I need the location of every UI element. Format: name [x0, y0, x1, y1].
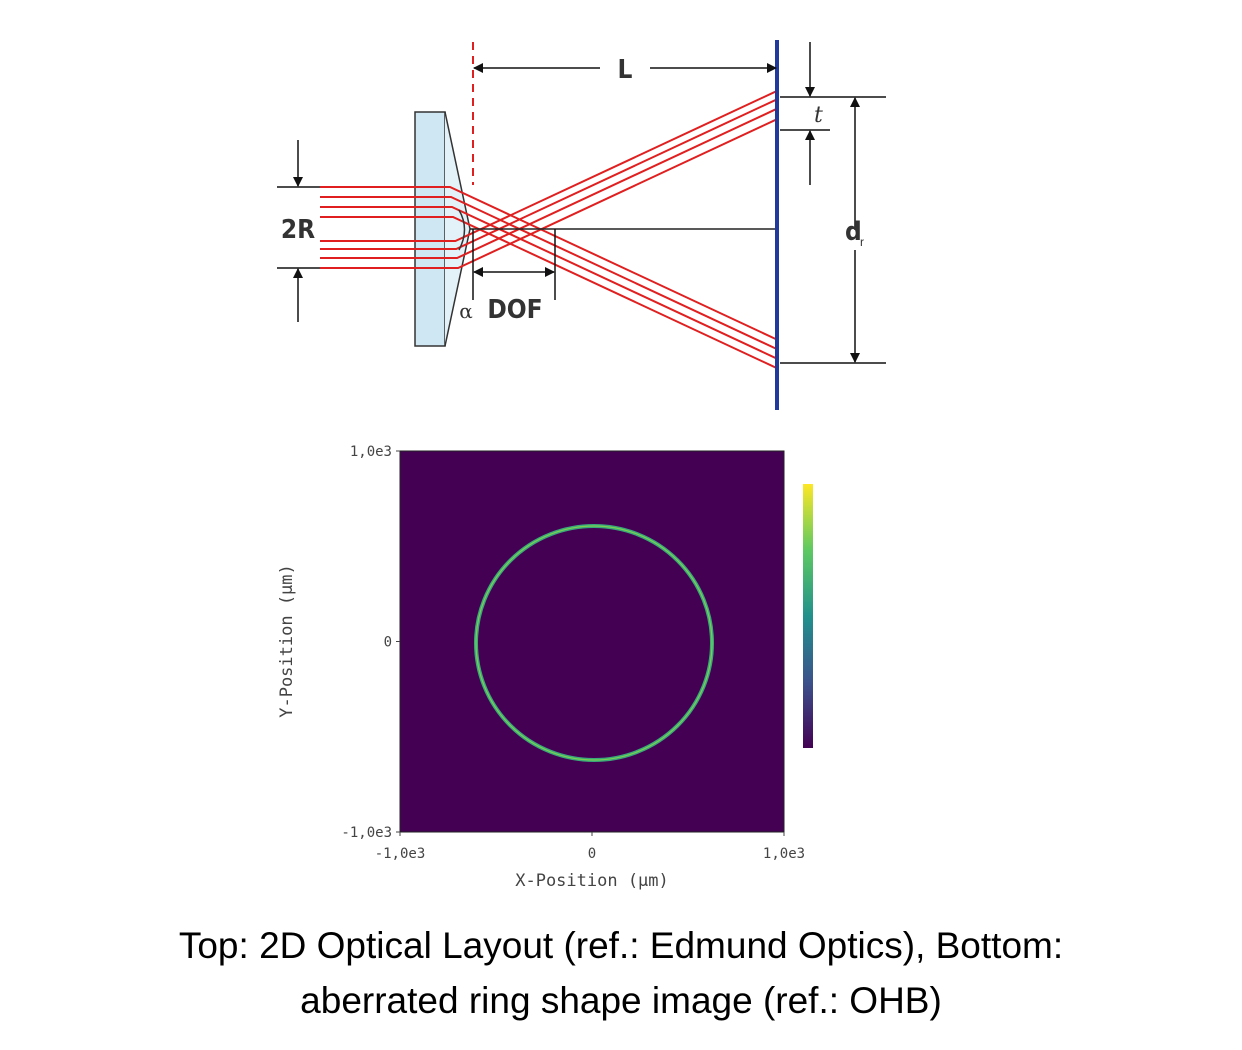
ray: [320, 186, 778, 341]
ray: [320, 98, 778, 250]
label-l: L: [618, 55, 633, 85]
caption-line: aberrated ring shape image (ref.: OHB): [300, 980, 942, 1021]
colorbar: [803, 484, 813, 748]
label-dof: DOF: [487, 295, 542, 325]
angle-arc: [458, 209, 466, 251]
y-tick-label: 0: [384, 635, 392, 651]
ring-core: [475, 525, 713, 761]
x-tick-label: 1,0e3: [763, 846, 805, 862]
image-area: [399, 450, 785, 833]
lens: [414, 111, 446, 347]
ray: [320, 90, 778, 242]
label-2r: 2R: [281, 215, 315, 245]
y-tick-label: 1,0e3: [350, 444, 392, 460]
label-alpha: α: [459, 299, 473, 323]
x-tick-label: -1,0e3: [375, 846, 426, 862]
rays: [320, 90, 778, 370]
x-tick-label: 0: [588, 846, 596, 862]
ray: [320, 118, 778, 269]
label-t: t: [814, 103, 823, 128]
caption-line: Top: 2D Optical Layout (ref.: Edmund Opt…: [179, 925, 1063, 966]
ray: [320, 196, 778, 351]
ray: [320, 206, 778, 360]
optical-layout: 2R DOF α L t d r: [277, 40, 886, 410]
label-r: r: [860, 235, 864, 249]
ring-image: X-Position (µm) Y-Position (µm) -1,0e3 0 1…: [277, 444, 813, 891]
ray: [320, 216, 778, 370]
y-axis-label: Y-Position (µm): [277, 564, 297, 718]
x-axis-label: X-Position (µm): [515, 871, 669, 891]
y-tick-label: -1,0e3: [341, 825, 392, 841]
ray: [320, 107, 778, 259]
label-d: d: [845, 217, 862, 247]
